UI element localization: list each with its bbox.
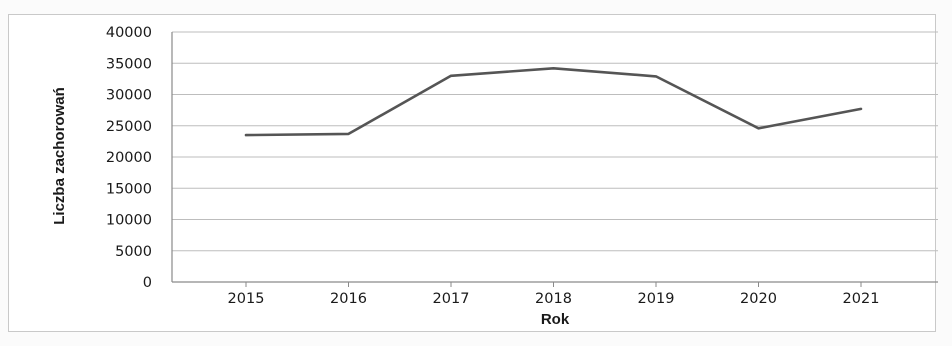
y-tick-label: 10000 [106,213,152,229]
axes [171,32,938,287]
x-axis-title: Rok [541,311,570,328]
x-tick-label: 2021 [843,291,880,307]
x-tick-label: 2019 [638,291,675,307]
x-tick-labels: 2015 2016 2017 2018 2019 2020 2021 [228,291,880,307]
series-line [244,67,863,137]
y-tick-label: 15000 [106,181,152,197]
x-tick-label: 2018 [535,291,572,307]
y-tick-label: 25000 [106,119,152,135]
y-tick-label: 40000 [106,25,152,41]
chart-frame [8,14,936,332]
x-tick-label: 2017 [433,291,470,307]
series [244,67,863,137]
x-tick-label: 2020 [740,291,777,307]
y-tick-label: 20000 [106,150,152,166]
y-tick-label: 0 [143,275,152,291]
y-tick-label: 5000 [115,244,152,260]
y-axis-title: Liczba zachorowań [51,87,68,225]
x-tick-label: 2015 [228,291,265,307]
y-tick-label: 30000 [106,88,152,104]
gridlines [172,31,938,252]
y-tick-label: 35000 [106,56,152,72]
x-tick-label: 2016 [330,291,367,307]
y-tick-labels: 0 5000 10000 15000 20000 25000 30000 35000 40000 [106,25,152,291]
